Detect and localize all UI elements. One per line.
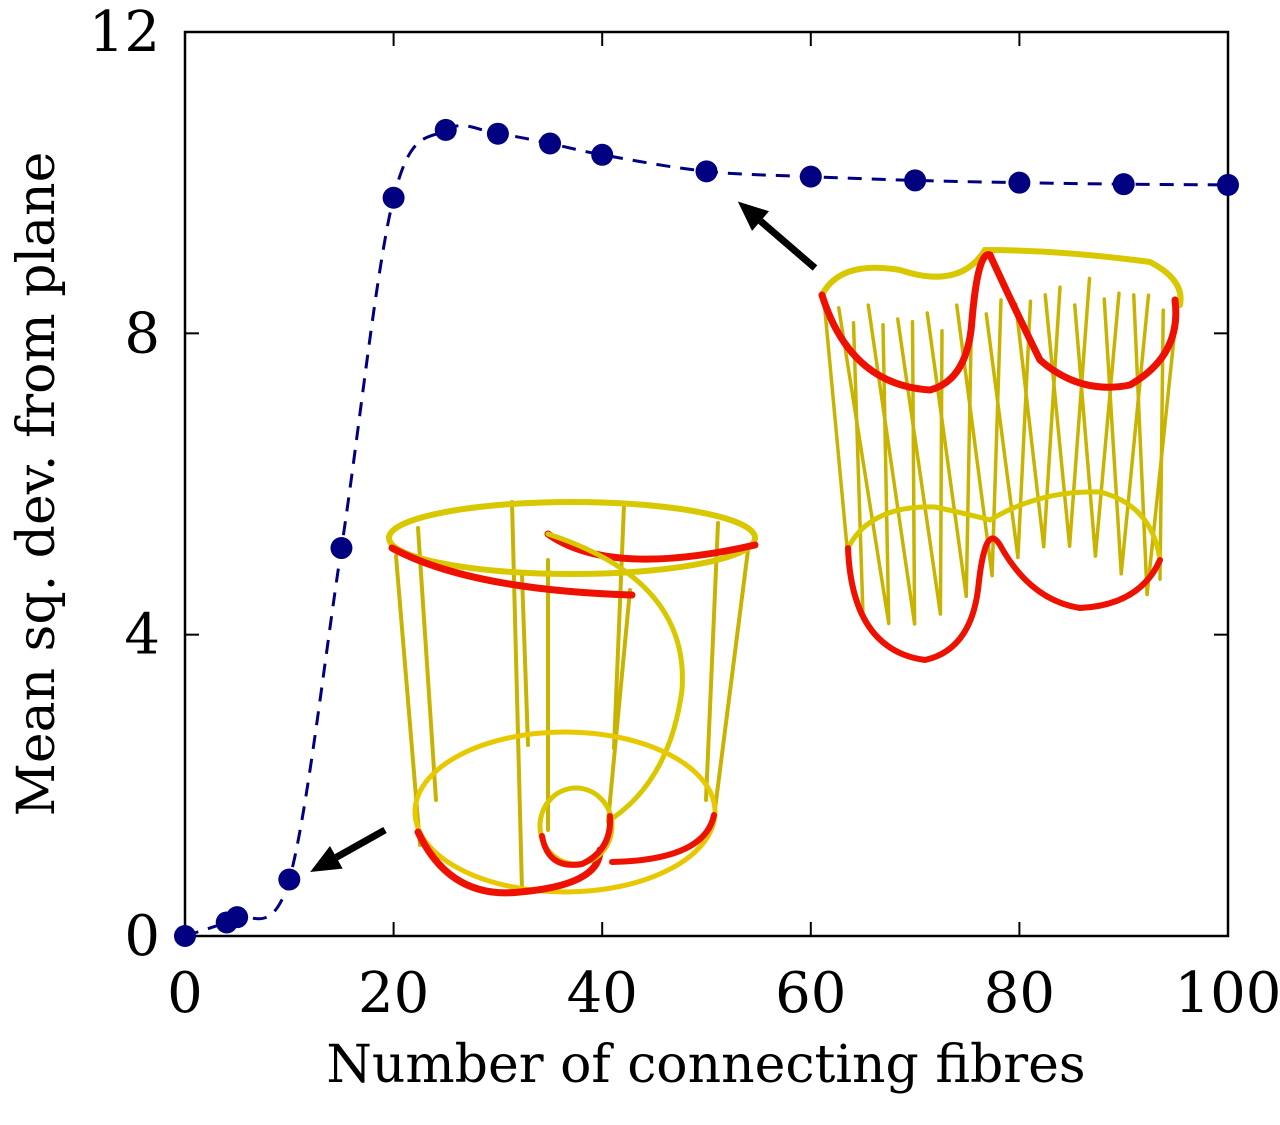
x-tick-label: 40	[567, 961, 638, 1026]
x-tick-labels: 0 20 40 60 80 100	[167, 961, 1280, 1026]
fibre	[1102, 297, 1123, 576]
fibre	[866, 303, 917, 626]
fibre	[1093, 291, 1121, 558]
arrow-to-high-fibre-point	[758, 218, 818, 271]
x-tick-label: 100	[1175, 961, 1280, 1026]
data-point	[539, 132, 562, 155]
data-point	[382, 186, 405, 209]
fibre	[984, 312, 1020, 560]
arrow-head-high	[737, 201, 770, 231]
fibre	[964, 315, 974, 599]
x-tick-label: 60	[775, 961, 846, 1026]
x-axis-label: Number of connecting fibres	[326, 1035, 1085, 1095]
fibre	[1067, 276, 1092, 548]
fibre	[925, 311, 968, 599]
series-points	[174, 118, 1239, 947]
data-point	[1112, 173, 1135, 196]
y-tick-labels: 0 4 8 12	[89, 0, 160, 969]
arrow-to-low-fibre-point	[334, 826, 387, 861]
fibre	[822, 298, 852, 581]
fibre	[990, 298, 1003, 578]
data-point	[591, 143, 614, 166]
fibre	[1132, 293, 1149, 597]
y-tick-label: 12	[89, 0, 160, 65]
data-point	[278, 868, 301, 891]
data-point	[226, 906, 249, 929]
inset-high-fibre	[818, 246, 1184, 664]
data-point	[904, 169, 927, 192]
plot-frame	[183, 30, 1230, 938]
y-axis-label: Mean sq. dev. from plane	[7, 152, 67, 817]
x-tick-label: 20	[358, 961, 429, 1026]
data-point	[1217, 173, 1239, 196]
data-point	[174, 925, 196, 947]
fibre	[1145, 298, 1180, 597]
fibre	[955, 303, 994, 578]
data-point	[799, 165, 822, 188]
fibre	[851, 321, 865, 615]
y-tick-label: 0	[124, 904, 160, 969]
arrow-head-low	[310, 845, 343, 872]
data-point	[1008, 171, 1031, 194]
data-point	[695, 160, 718, 183]
fibre	[881, 322, 891, 626]
data-point	[486, 122, 509, 145]
data-point	[434, 118, 457, 141]
fibre	[1119, 293, 1151, 576]
fibre	[1042, 285, 1062, 549]
data-point	[330, 537, 353, 560]
fibre	[837, 306, 891, 626]
fibre	[1043, 293, 1072, 548]
x-tick-label: 0	[167, 961, 203, 1026]
fibre	[1073, 303, 1098, 558]
fibre	[896, 317, 943, 616]
fibre	[1014, 302, 1046, 549]
inset-low-fibre	[386, 499, 759, 897]
fibre	[910, 319, 917, 626]
fibre	[938, 328, 944, 616]
annotation-arrows	[310, 201, 818, 872]
y-tick-label: 4	[124, 603, 160, 668]
y-tick-label: 8	[124, 301, 160, 366]
x-tick-label: 80	[984, 961, 1055, 1026]
